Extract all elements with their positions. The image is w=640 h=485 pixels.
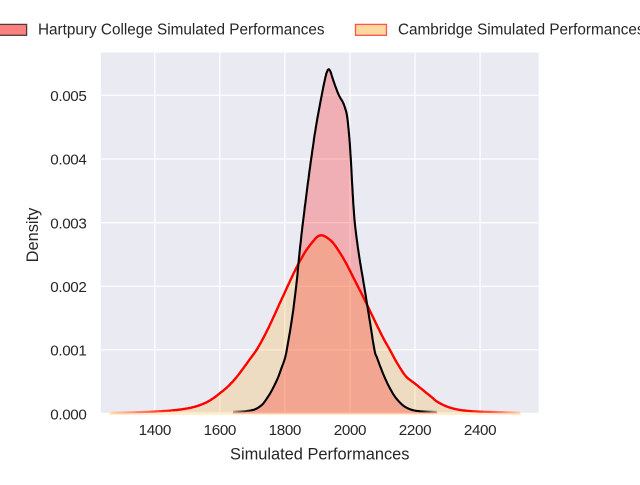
svg-text:Simulated Performances: Simulated Performances [230, 445, 409, 463]
svg-text:0.000: 0.000 [50, 406, 86, 423]
svg-text:2200: 2200 [399, 422, 431, 439]
svg-text:Cambridge Simulated Performanc: Cambridge Simulated Performances [398, 21, 640, 38]
svg-text:Hartpury College Simulated Per: Hartpury College Simulated Performances [38, 21, 325, 38]
svg-text:0.002: 0.002 [50, 279, 86, 296]
svg-text:2400: 2400 [464, 422, 496, 439]
svg-text:0.003: 0.003 [50, 215, 86, 232]
svg-text:1800: 1800 [269, 422, 301, 439]
svg-text:Density: Density [24, 207, 42, 262]
svg-text:0.005: 0.005 [50, 88, 86, 105]
svg-text:0.004: 0.004 [50, 152, 86, 169]
svg-text:2000: 2000 [334, 422, 366, 439]
svg-text:1600: 1600 [204, 422, 236, 439]
svg-text:1400: 1400 [139, 422, 171, 439]
svg-text:0.001: 0.001 [50, 343, 86, 360]
